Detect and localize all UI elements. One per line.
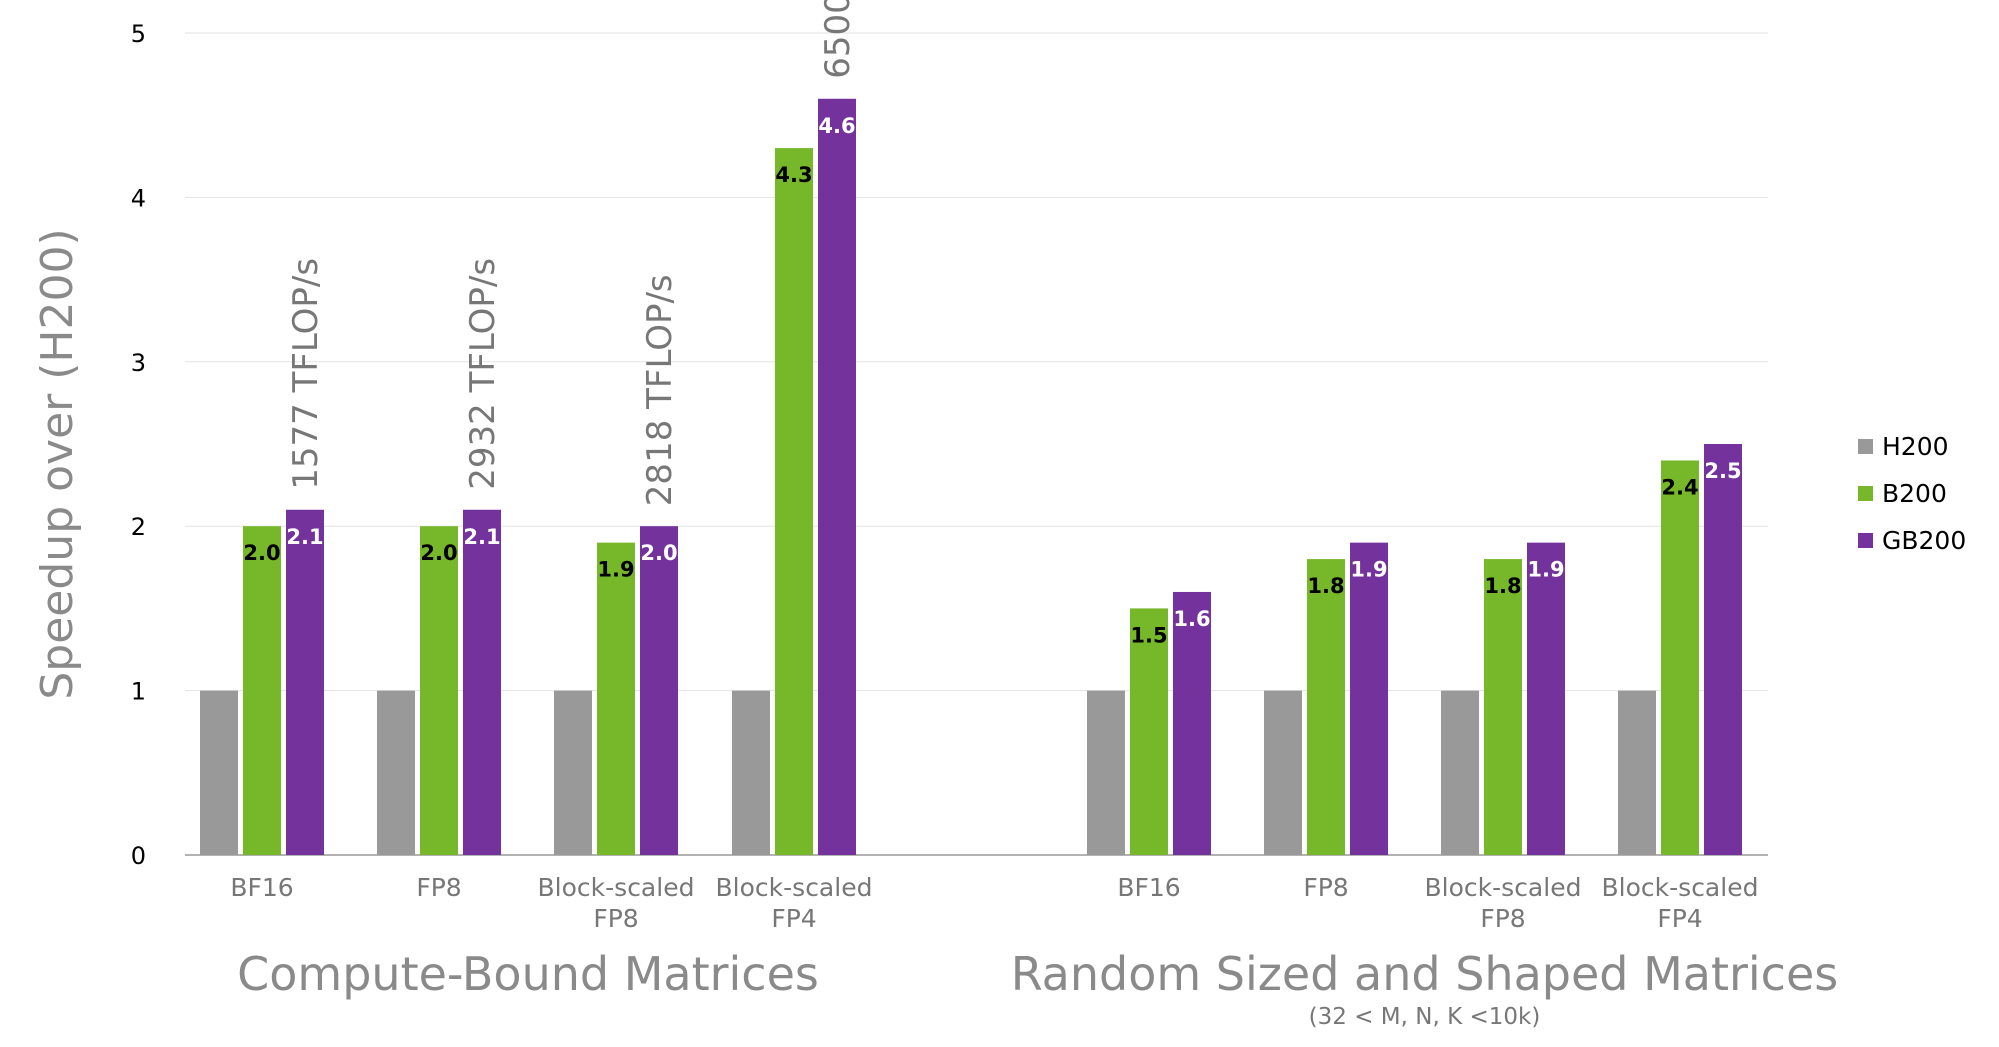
category-label: Block-scaled bbox=[1425, 873, 1582, 902]
bar-b200 bbox=[420, 526, 458, 855]
legend-label: H200 bbox=[1882, 432, 1949, 461]
bar-h200 bbox=[377, 690, 415, 855]
legend-label: B200 bbox=[1882, 479, 1947, 508]
bar-gb200 bbox=[640, 526, 678, 855]
bar-h200 bbox=[1618, 690, 1656, 855]
y-tick-label: 4 bbox=[131, 184, 146, 212]
legend: H200 B200 GB200 bbox=[1858, 432, 1966, 555]
data-label: 1.5 bbox=[1130, 623, 1167, 647]
data-label: 1.9 bbox=[597, 558, 634, 582]
data-label: 2.0 bbox=[243, 541, 280, 565]
group-label: Random Sized and Shaped Matrices bbox=[1011, 947, 1839, 1001]
data-label: 2.0 bbox=[420, 541, 457, 565]
bar-h200 bbox=[200, 690, 238, 855]
category-label: FP8 bbox=[593, 904, 638, 933]
data-label: 1.9 bbox=[1527, 558, 1564, 582]
legend-swatch-h200 bbox=[1858, 439, 1873, 454]
tflops-annotation: 2932 TFLOP/s bbox=[463, 258, 503, 490]
bar-b200 bbox=[1484, 559, 1522, 855]
data-label: 1.8 bbox=[1307, 574, 1344, 598]
bar-gb200 bbox=[1527, 542, 1565, 855]
bar-b200 bbox=[243, 526, 281, 855]
y-tick-label: 1 bbox=[131, 678, 146, 706]
data-label: 2.5 bbox=[1704, 459, 1741, 483]
bar-gb200 bbox=[286, 509, 324, 855]
bar-gb200 bbox=[818, 98, 856, 855]
data-label: 2.4 bbox=[1661, 475, 1698, 499]
bar-b200 bbox=[775, 148, 813, 855]
data-label: 1.8 bbox=[1484, 574, 1521, 598]
bar-h200 bbox=[1087, 690, 1125, 855]
bar-h200 bbox=[554, 690, 592, 855]
category-label: FP4 bbox=[771, 904, 816, 933]
data-label: 2.0 bbox=[640, 541, 677, 565]
bar-gb200 bbox=[1704, 444, 1742, 855]
category-label: FP8 bbox=[1303, 873, 1348, 902]
data-label: 2.1 bbox=[286, 525, 323, 549]
data-label: 1.9 bbox=[1350, 558, 1387, 582]
category-label: FP4 bbox=[1657, 904, 1702, 933]
legend-label: GB200 bbox=[1882, 526, 1966, 555]
category-label: Block-scaled bbox=[716, 873, 873, 902]
bar-b200 bbox=[1307, 559, 1345, 855]
group-sublabel: (32 < M, N, K <10k) bbox=[1309, 1004, 1541, 1030]
data-label: 4.6 bbox=[818, 114, 855, 138]
bar-b200 bbox=[1661, 460, 1699, 855]
data-label: 1.6 bbox=[1173, 607, 1210, 631]
tflops-annotation: 1577 TFLOP/s bbox=[286, 258, 326, 490]
y-axis-title: Speedup over (H200) bbox=[32, 228, 83, 699]
legend-swatch-b200 bbox=[1858, 486, 1873, 501]
category-label: FP8 bbox=[416, 873, 461, 902]
category-label: BF16 bbox=[1117, 873, 1180, 902]
bar-b200 bbox=[1130, 608, 1168, 855]
bars bbox=[200, 98, 1742, 855]
category-label: Block-scaled bbox=[1602, 873, 1759, 902]
y-tick-label: 0 bbox=[131, 842, 146, 870]
bar-gb200 bbox=[463, 509, 501, 855]
bar-h200 bbox=[732, 690, 770, 855]
bar-b200 bbox=[597, 542, 635, 855]
tflops-annotation: 6500 TFLOP/s bbox=[818, 0, 858, 79]
category-label: FP8 bbox=[1480, 904, 1525, 933]
data-label: 4.3 bbox=[775, 163, 812, 187]
y-tick-label: 3 bbox=[131, 349, 146, 377]
category-label: BF16 bbox=[230, 873, 293, 902]
bar-h200 bbox=[1441, 690, 1479, 855]
data-label: 2.1 bbox=[463, 525, 500, 549]
category-label: Block-scaled bbox=[538, 873, 695, 902]
y-tick-label: 2 bbox=[131, 513, 146, 541]
y-tick-label: 5 bbox=[131, 20, 146, 48]
tflops-annotation: 2818 TFLOP/s bbox=[640, 274, 680, 506]
bar-gb200 bbox=[1173, 591, 1211, 855]
group-label: Compute-Bound Matrices bbox=[237, 947, 819, 1001]
bar-gb200 bbox=[1350, 542, 1388, 855]
legend-swatch-gb200 bbox=[1858, 533, 1873, 548]
bar-h200 bbox=[1264, 690, 1302, 855]
